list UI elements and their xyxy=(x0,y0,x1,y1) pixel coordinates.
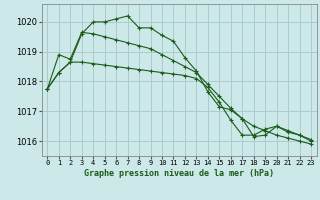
X-axis label: Graphe pression niveau de la mer (hPa): Graphe pression niveau de la mer (hPa) xyxy=(84,169,274,178)
